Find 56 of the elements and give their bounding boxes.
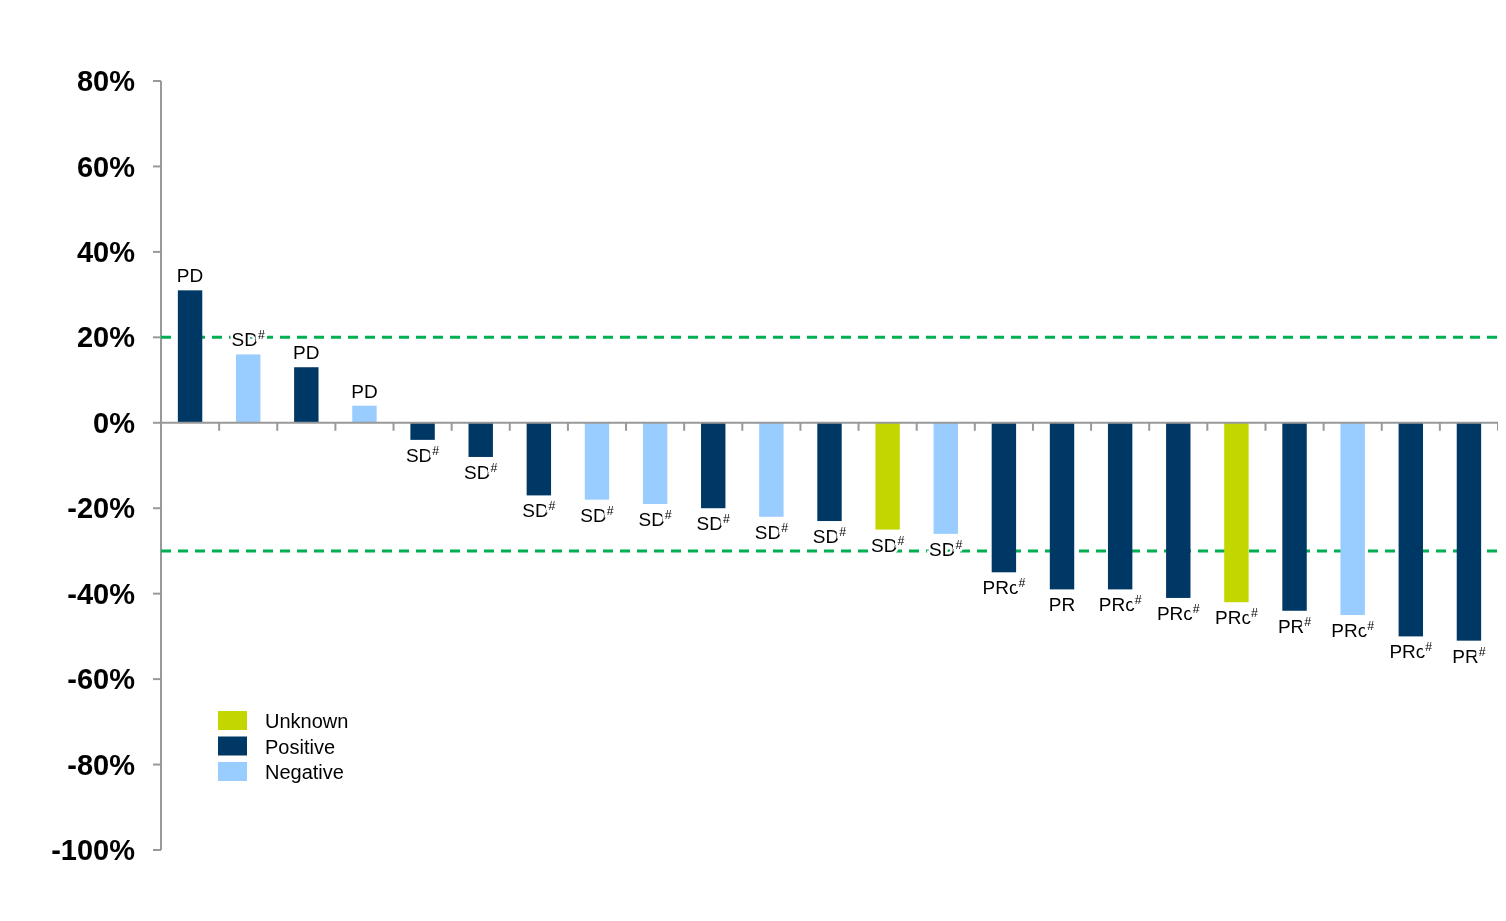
data-label: PRc$^{#}$ <box>1215 606 1258 629</box>
data-label: PRc$^{#}$ <box>982 576 1026 599</box>
data-label: PRc$^{#}$ <box>1331 619 1375 642</box>
bar <box>1282 422 1307 611</box>
data-label: SD$^{#}$ <box>812 525 847 548</box>
bar <box>1107 422 1133 590</box>
data-label: PD <box>293 342 320 364</box>
bar <box>410 422 435 440</box>
data-label: PR$^{#}$ <box>1277 614 1312 637</box>
bar <box>526 422 552 496</box>
bar <box>701 422 726 509</box>
y-tick-label: 60% <box>76 150 136 183</box>
bar <box>584 422 610 500</box>
bar <box>991 422 1017 573</box>
y-tick-label: 0% <box>93 406 136 439</box>
data-label: PD <box>351 380 378 402</box>
legend-label: Unknown <box>265 710 349 732</box>
bar <box>352 405 377 423</box>
data-label: PR$^{#}$ <box>1452 644 1486 667</box>
y-tick-label: -80% <box>67 748 136 781</box>
y-tick-label: -60% <box>67 663 136 696</box>
y-tick-label: 20% <box>76 321 136 354</box>
legend-label: Positive <box>265 735 336 758</box>
bar <box>1166 422 1191 598</box>
bar <box>1456 422 1482 641</box>
bar <box>1049 422 1075 590</box>
data-label: SD$^{#}$ <box>522 499 556 522</box>
bar <box>817 422 842 522</box>
bar <box>875 422 900 530</box>
bar <box>933 422 958 534</box>
y-tick-label: -40% <box>67 577 136 610</box>
bar <box>1340 422 1365 616</box>
legend-label: Negative <box>265 761 344 783</box>
bar <box>642 422 668 504</box>
data-label: PRc$^{#}$ <box>1098 593 1142 616</box>
y-tick-label: -20% <box>67 492 136 525</box>
bar <box>177 290 203 423</box>
bar <box>759 422 784 517</box>
data-label: SD$^{#}$ <box>638 507 672 530</box>
data-label: SD$^{#}$ <box>405 443 440 466</box>
bar <box>468 422 493 457</box>
y-tick-label: -100% <box>51 834 136 867</box>
data-label: SD$^{#}$ <box>754 520 789 543</box>
data-label: SD$^{#}$ <box>696 512 730 535</box>
bar <box>294 367 319 423</box>
data-label: SD$^{#}$ <box>464 460 498 483</box>
bar <box>1398 422 1424 637</box>
data-label: PRc$^{#}$ <box>1156 601 1200 624</box>
bar <box>235 354 261 423</box>
data-label: SD$^{#}$ <box>580 503 614 526</box>
data-label: PD <box>176 265 204 287</box>
data-label: PRc$^{#}$ <box>1389 640 1433 663</box>
bar <box>1224 422 1249 603</box>
y-tick-label: 40% <box>76 236 136 269</box>
y-tick-label: 80% <box>76 65 136 98</box>
data-label: PR <box>1048 594 1076 616</box>
